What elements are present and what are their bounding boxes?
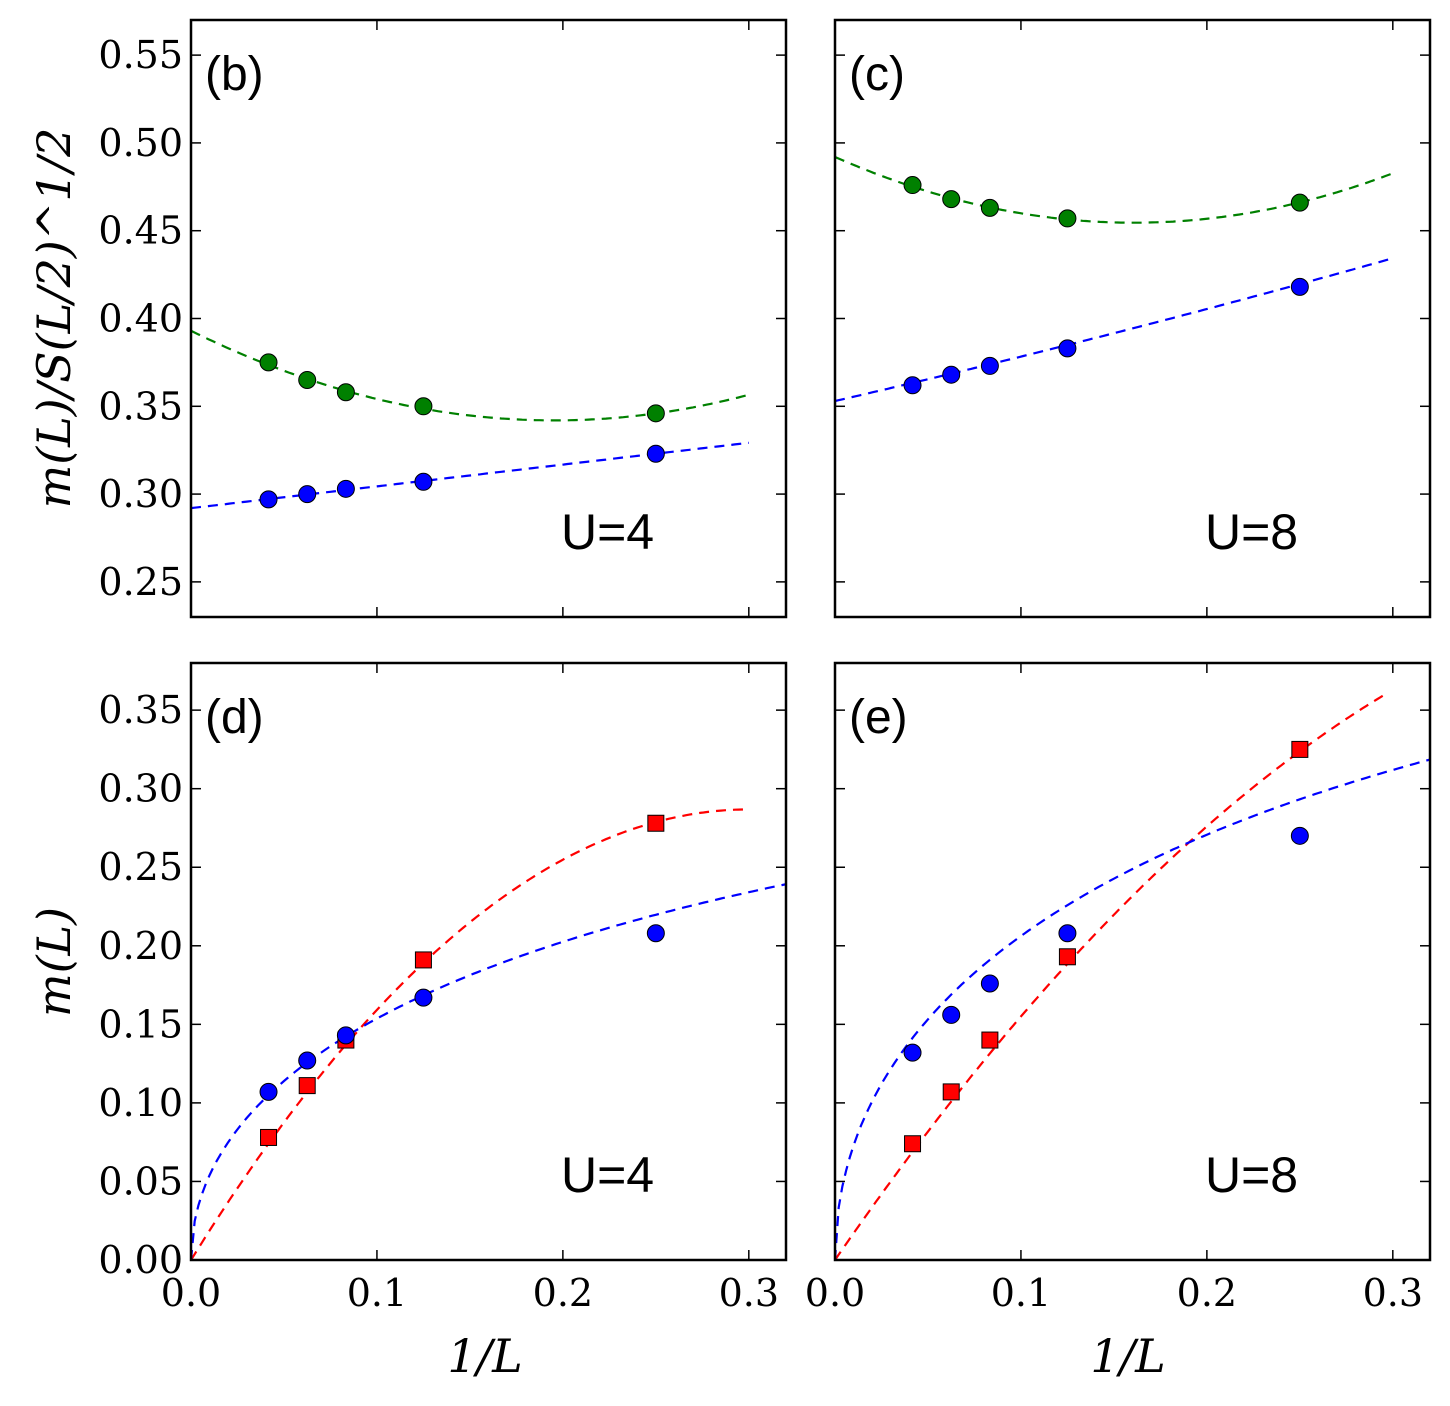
data-point-blue: [414, 472, 433, 491]
data-point-blue: [646, 444, 665, 463]
y-tick-label: 0.20: [98, 924, 183, 968]
x-tick-label: 0.3: [719, 1271, 779, 1315]
data-point-blue: [414, 988, 433, 1007]
data-point-red: [942, 1083, 960, 1101]
data-point-green: [298, 370, 317, 389]
fit-line-red: [191, 808, 749, 1260]
x-tick-label: 0.1: [991, 1271, 1051, 1315]
data-point-red: [1291, 740, 1309, 758]
panel-e: 0.0 0.1 0.2 0.3 (e) U=8: [805, 661, 1432, 1315]
ylabel-top: m(L)/S(L/2)^1/2: [27, 128, 81, 509]
panel-label: (c): [849, 48, 905, 101]
panel-c: (c) U=8: [833, 18, 1432, 619]
data-point-blue: [336, 479, 355, 498]
data-point-red: [1058, 948, 1076, 966]
y-tick-label: 0.50: [98, 121, 183, 165]
panel-d: 0.0 0.1 0.2 0.3 0.00 0.05 0.10 0.15 0.20 0.25 0.30…: [98, 661, 788, 1315]
x-tick-label: 0.3: [1363, 1271, 1423, 1315]
panel-label: (d): [205, 691, 264, 744]
y-tick-label: 0.10: [98, 1081, 183, 1125]
data-point-blue: [903, 1043, 922, 1062]
ylabel-top-main: m(L)/S(L/2)^1/2: [27, 128, 81, 509]
panel-frame: [189, 661, 788, 1262]
panels: 0.25 0.30 0.35 0.40 0.45 0.50 0.55 (b) U=4 (c) U=8…: [98, 18, 1432, 1315]
data-point-blue: [942, 1005, 961, 1024]
y-tick-label: 0.05: [98, 1159, 183, 1203]
data-point-blue: [1290, 826, 1309, 845]
data-point-blue: [1058, 339, 1077, 358]
data-point-blue: [259, 490, 278, 509]
data-point-blue: [646, 924, 665, 943]
data-point-blue: [1290, 277, 1309, 296]
y-tick-label: 0.40: [98, 297, 183, 341]
data-point-red: [981, 1031, 999, 1049]
data-point-blue: [298, 1051, 317, 1070]
fit-line-blue: [191, 883, 786, 1260]
data-point-red: [260, 1128, 278, 1146]
data-point-blue: [298, 485, 317, 504]
x-tick-label: 0.1: [347, 1271, 407, 1315]
x-tick-label: 0.2: [533, 1271, 593, 1315]
data-point-green: [259, 353, 278, 372]
panel-frame: [189, 18, 788, 619]
data-point-green: [414, 397, 433, 416]
y-tick-label: 0.25: [98, 560, 183, 604]
annotation: U=4: [561, 504, 654, 560]
data-point-green: [1058, 209, 1077, 228]
x-tick-label: 0.0: [161, 1271, 221, 1315]
data-point-red: [298, 1077, 316, 1095]
data-point-blue: [980, 356, 999, 375]
y-tick-label: 0.35: [98, 384, 183, 428]
y-tick-label: 0.30: [98, 472, 183, 516]
y-tick-label: 0.00: [98, 1238, 183, 1282]
data-point-green: [646, 404, 665, 423]
panel-b: 0.25 0.30 0.35 0.40 0.45 0.50 0.55 (b) U=4: [98, 18, 788, 619]
fit-line-green: [191, 329, 750, 422]
ylabel-bottom: m(L): [27, 907, 81, 1017]
x-tick-label: 0.0: [805, 1271, 865, 1315]
data-point-green: [942, 190, 961, 209]
data-point-blue: [1058, 924, 1077, 943]
data-point-blue: [980, 974, 999, 993]
x-tick-label: 0.2: [1177, 1271, 1237, 1315]
panel-label: (b): [205, 48, 264, 101]
xlabel-right: 1/L: [1090, 1329, 1165, 1383]
panel-label: (e): [849, 691, 908, 744]
data-point-blue: [336, 1026, 355, 1045]
panel-frame: [833, 18, 1432, 619]
xlabel-left: 1/L: [447, 1329, 522, 1383]
data-point-blue: [942, 365, 961, 384]
fit-line-red: [835, 694, 1385, 1260]
data-point-red: [414, 951, 432, 969]
data-point-red: [647, 814, 665, 832]
y-tick-label: 0.45: [98, 209, 183, 253]
data-point-red: [904, 1135, 922, 1153]
annotation: U=4: [561, 1147, 654, 1203]
data-point-green: [903, 176, 922, 195]
y-tick-label: 0.15: [98, 1002, 183, 1046]
data-point-green: [1290, 193, 1309, 212]
data-point-green: [336, 383, 355, 402]
annotation: U=8: [1205, 504, 1298, 560]
annotation: U=8: [1205, 1147, 1298, 1203]
y-tick-label: 0.55: [98, 33, 183, 77]
y-tick-label: 0.25: [98, 845, 183, 889]
data-point-blue: [259, 1082, 278, 1101]
panel-frame: [833, 661, 1432, 1262]
data-point-green: [980, 198, 999, 217]
y-tick-label: 0.35: [98, 688, 183, 732]
data-point-blue: [903, 376, 922, 395]
y-tick-label: 0.30: [98, 767, 183, 811]
fit-line-blue: [835, 758, 1430, 1260]
